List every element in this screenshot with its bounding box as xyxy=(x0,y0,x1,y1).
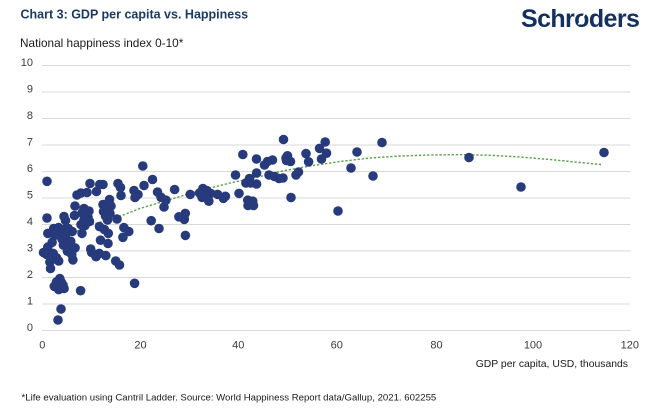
svg-text:120: 120 xyxy=(621,340,639,352)
svg-text:Chart 3: GDP per capita vs. Ha: Chart 3: GDP per capita vs. Happiness xyxy=(21,7,249,21)
svg-text:3: 3 xyxy=(27,243,33,255)
svg-text:20: 20 xyxy=(134,340,146,352)
svg-text:6: 6 xyxy=(27,163,33,175)
svg-text:GDP per capita, USD, thousands: GDP per capita, USD, thousands xyxy=(476,359,628,370)
svg-text:100: 100 xyxy=(524,340,542,352)
svg-text:10: 10 xyxy=(21,57,33,69)
svg-text:*Life evaluation using Cantril: *Life evaluation using Cantril Ladder. S… xyxy=(22,393,437,404)
svg-text:1: 1 xyxy=(27,296,33,308)
svg-text:4: 4 xyxy=(27,216,33,228)
svg-text:5: 5 xyxy=(27,190,33,202)
svg-text:8: 8 xyxy=(27,110,33,122)
svg-text:60: 60 xyxy=(331,340,343,352)
svg-text:40: 40 xyxy=(232,340,244,352)
svg-text:7: 7 xyxy=(27,137,33,149)
svg-text:2: 2 xyxy=(27,269,33,281)
svg-text:80: 80 xyxy=(430,340,442,352)
svg-text:Schroders: Schroders xyxy=(521,5,639,33)
svg-text:0: 0 xyxy=(39,340,45,352)
svg-text:0: 0 xyxy=(27,322,33,334)
svg-text:9: 9 xyxy=(27,84,33,96)
svg-text:National happiness index 0-10*: National happiness index 0-10* xyxy=(20,36,184,50)
